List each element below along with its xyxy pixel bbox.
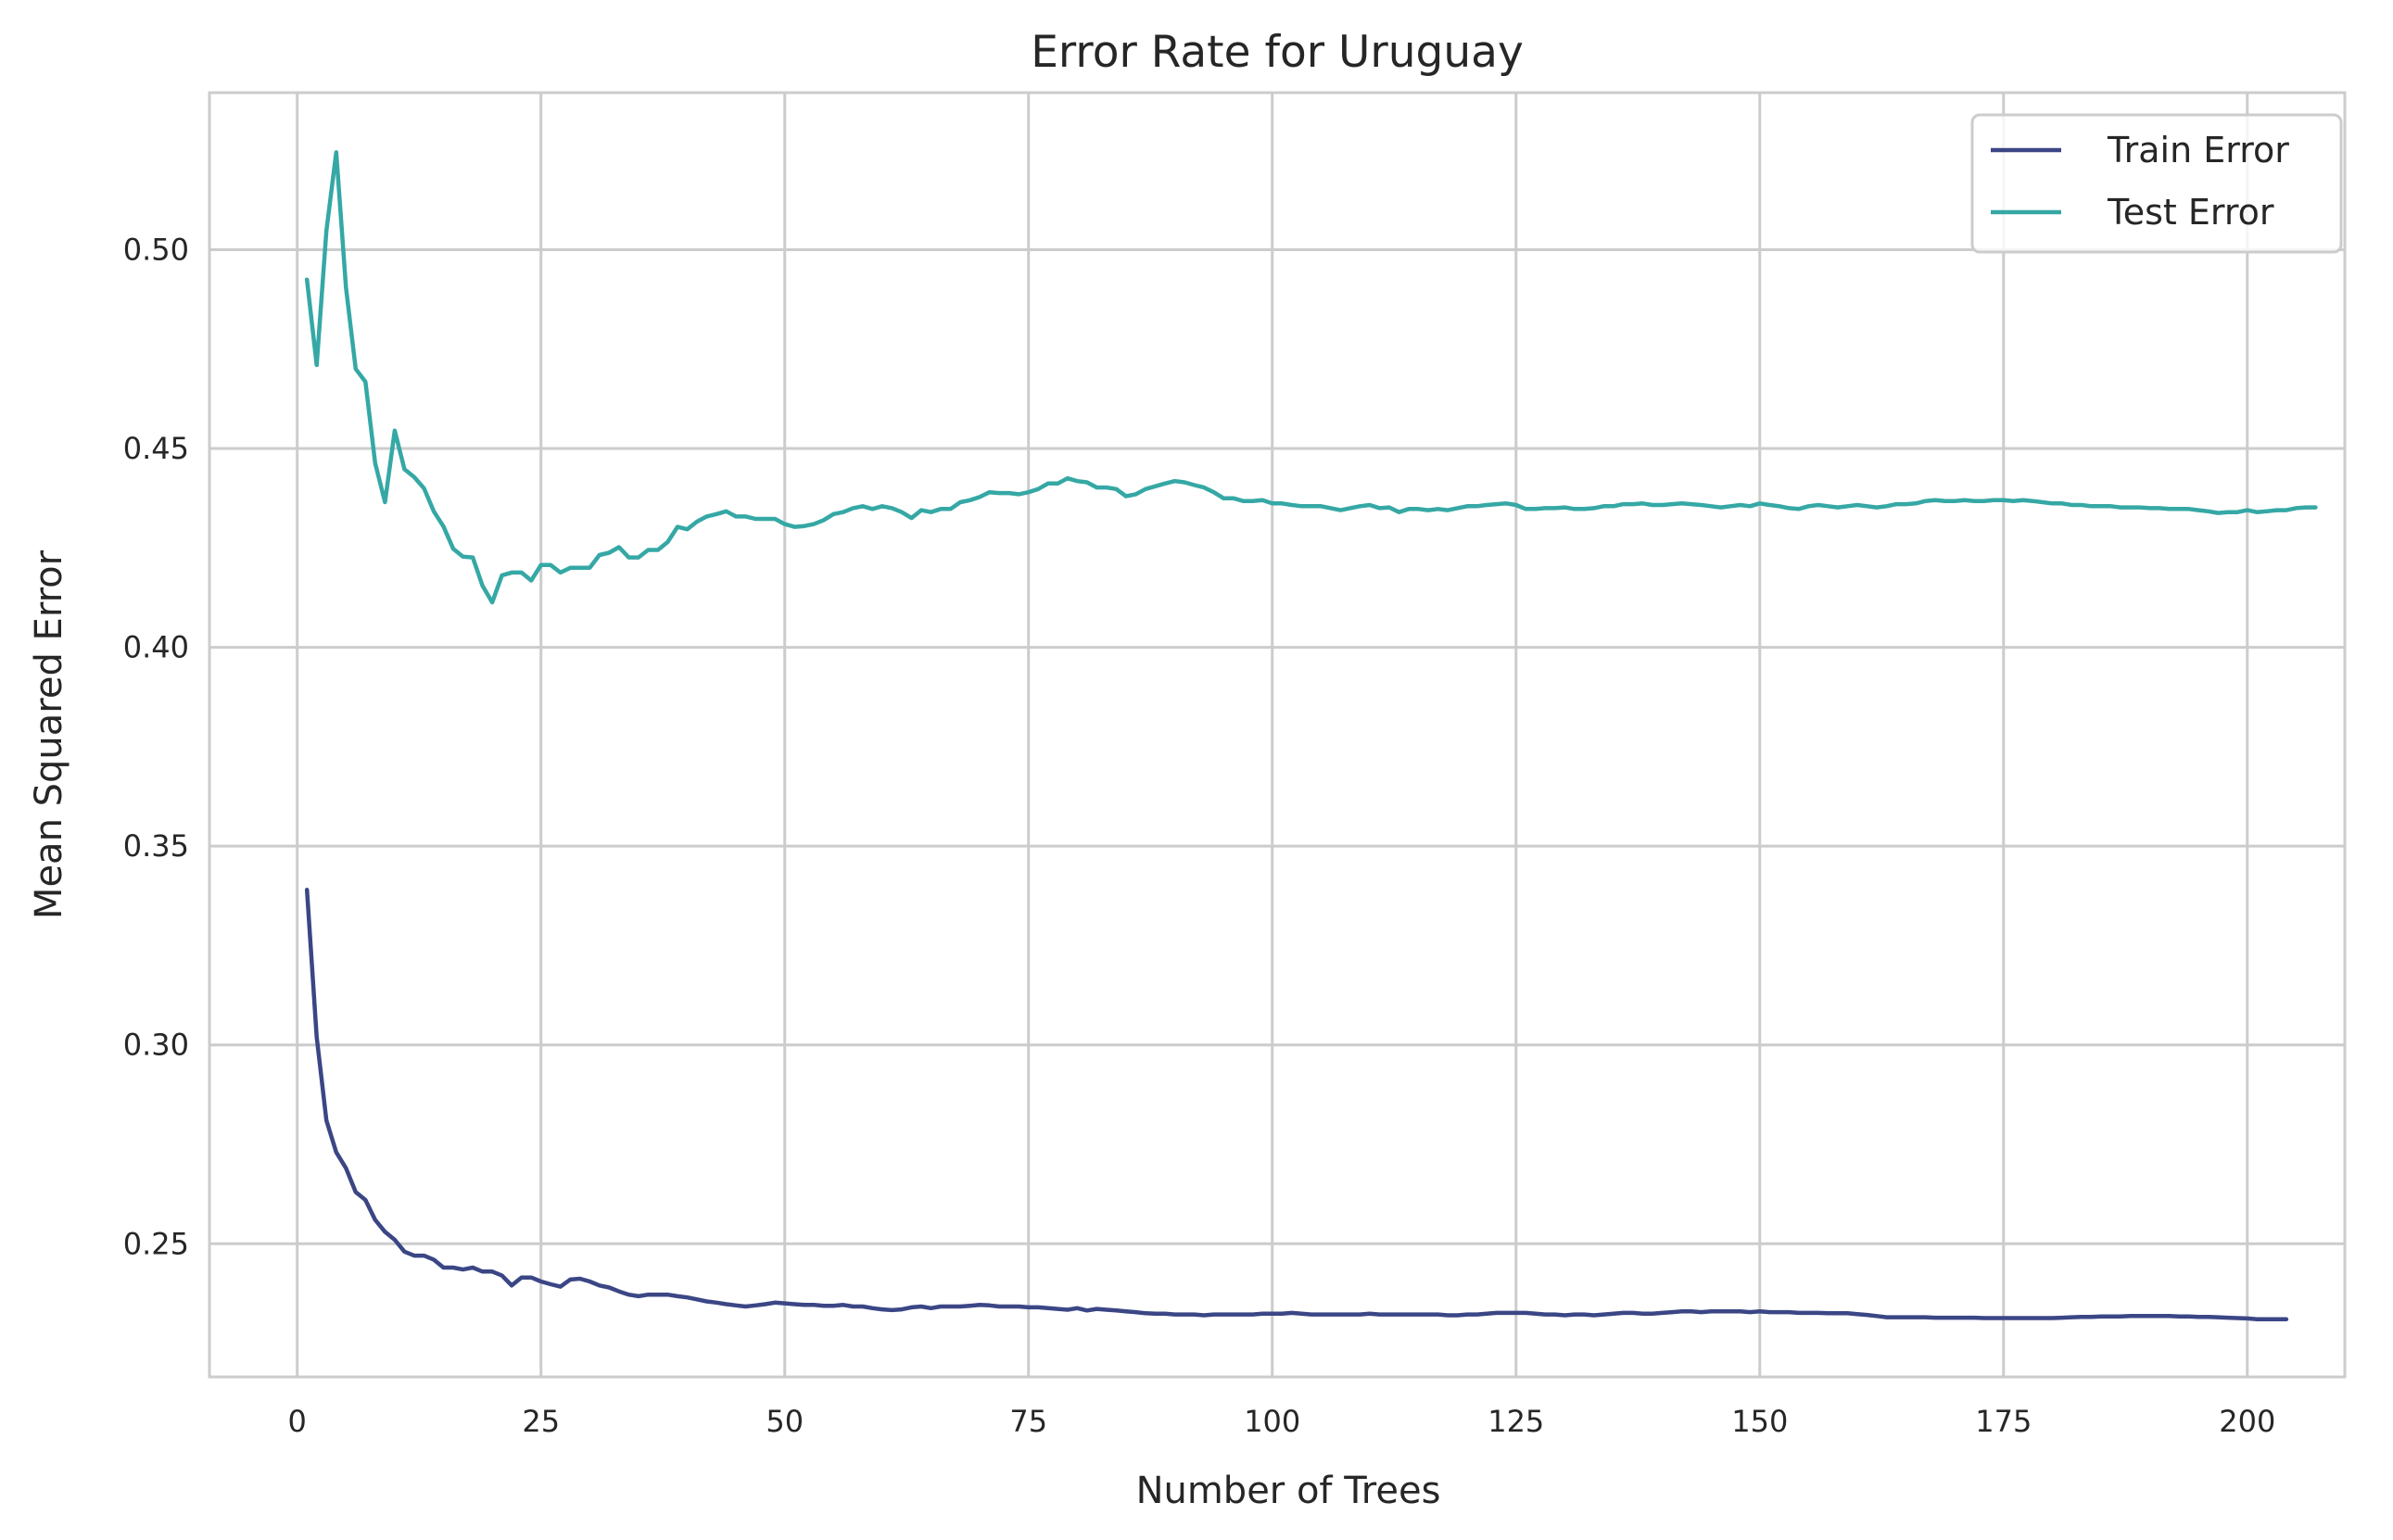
x-tick-label: 150: [1731, 1404, 1788, 1439]
x-tick-label: 75: [1009, 1404, 1047, 1439]
series-line-train-error: [304, 888, 2289, 1322]
x-tick-label: 25: [522, 1404, 560, 1439]
y-tick-label: 0.40: [123, 630, 189, 665]
x-tick-label: 0: [288, 1404, 307, 1439]
y-tick-label: 0.45: [123, 431, 189, 466]
y-tick-label: 0.35: [123, 828, 189, 864]
legend-box: [1970, 113, 2343, 254]
x-tick-label: 50: [766, 1404, 804, 1439]
legend-label-train-error: Train Error: [2107, 130, 2289, 170]
grid: [209, 93, 2345, 1377]
series-line-test-error: [304, 150, 2318, 605]
series-lines: [304, 150, 2318, 1322]
tick-labels: 0 25 50 75 100 125 150 175 200 0.25 0.30 0.35 0.40 0.…: [123, 232, 2276, 1439]
x-tick-label: 175: [1975, 1404, 2032, 1439]
plot-frame: [208, 91, 2347, 1379]
x-tick-label: 200: [2219, 1404, 2275, 1439]
legend: Train Error Test Error: [1970, 113, 2343, 254]
y-axis-label: Mean Squared Error: [28, 549, 70, 919]
x-tick-label: 100: [1244, 1404, 1300, 1439]
y-tick-label: 0.30: [123, 1028, 189, 1063]
y-tick-label: 0.50: [123, 232, 189, 267]
x-tick-label: 125: [1488, 1404, 1544, 1439]
y-tick-label: 0.25: [123, 1226, 189, 1261]
x-axis-label: Number of Trees: [1136, 1470, 1441, 1512]
legend-label-test-error: Test Error: [2107, 192, 2274, 233]
chart-title: Error Rate for Uruguay: [1031, 27, 1524, 78]
